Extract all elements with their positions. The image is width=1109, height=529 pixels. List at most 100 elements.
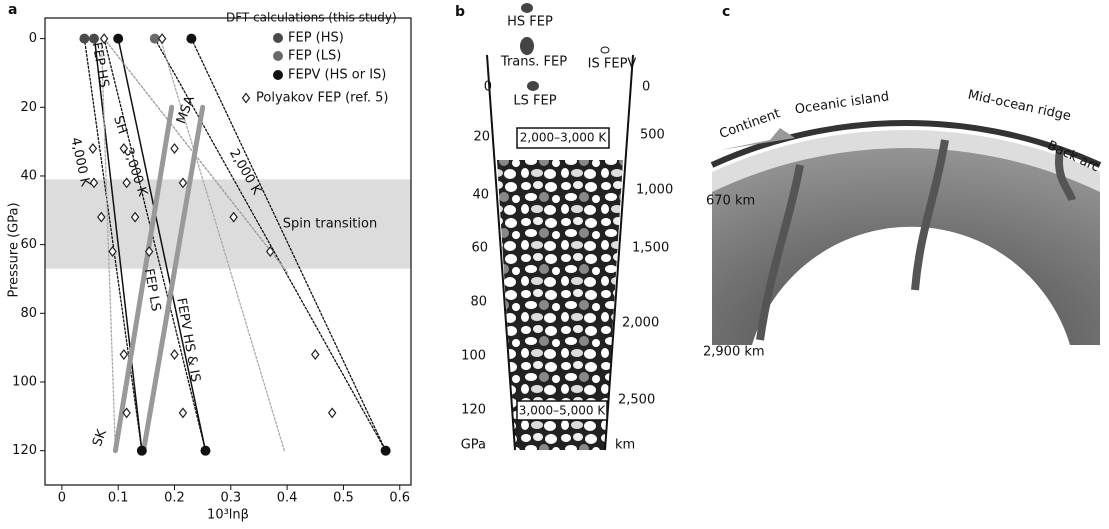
pressure-label: 40 <box>472 188 489 203</box>
particle-label: IS FEPV <box>588 57 637 72</box>
depth-label: 0 <box>642 80 650 95</box>
diamond-marker <box>170 349 179 360</box>
trend-line <box>154 37 387 452</box>
circle-marker <box>88 33 99 44</box>
line-label: FEP HS <box>89 41 112 89</box>
diamond-marker <box>241 92 251 104</box>
legend-entry: FEPV (HS or IS) <box>288 68 386 83</box>
trend-line <box>93 37 143 452</box>
x-tick-label: 0.4 <box>277 491 298 506</box>
y-tick-label: 40 <box>20 168 37 183</box>
circle-marker <box>149 33 160 44</box>
depth-label: 2,000 <box>622 316 659 331</box>
circle-marker <box>136 445 147 456</box>
circle-marker <box>200 445 211 456</box>
diamond-marker <box>178 407 188 419</box>
trend-line <box>190 37 387 452</box>
panel-a: Spin transition 0 0.1 0.2 0.3 0.4 0.5 0.6 0 20 40 6… <box>7 2 412 523</box>
temp-box <box>516 127 610 149</box>
diamond-marker <box>229 211 238 223</box>
particle-label: LS FEP <box>513 94 556 109</box>
depth-label: 2,900 km <box>703 345 765 360</box>
y-tick-label: 120 <box>12 443 37 458</box>
particle-label: Trans. FEP <box>500 55 567 70</box>
diamond-marker <box>97 211 106 223</box>
feature-label: Continent <box>717 106 782 142</box>
upper-mantle <box>712 129 1100 192</box>
depth-label: km <box>615 438 635 453</box>
diamond-marker <box>144 246 154 257</box>
legend-entry: Polyakov FEP (ref. 5) <box>256 91 388 106</box>
funnel-wall <box>486 54 516 451</box>
panel-b: b HS FEP Trans. FEP IS FEPV LS FEP 2,000… <box>455 3 673 453</box>
diamond-marker <box>130 211 140 223</box>
diamond-marker <box>157 33 167 45</box>
diamond-marker <box>119 143 129 154</box>
circle-marker <box>273 51 283 61</box>
x-tick-label: 0.1 <box>108 491 129 506</box>
feature-label: Mid-ocean ridge <box>966 88 1072 124</box>
depth-label: 1,500 <box>632 241 669 256</box>
trend-line <box>159 37 285 452</box>
circle-marker <box>79 33 90 44</box>
x-tick-label: 0.6 <box>389 491 410 506</box>
line-label: SH <box>110 114 130 136</box>
x-axis-label: 10³lnβ <box>207 508 249 523</box>
diamond-marker <box>99 33 109 45</box>
depth-label: 500 <box>640 128 665 143</box>
plot: Spin transition 0 0.1 0.2 0.3 0.4 0.5 0.6 0 20 40 6… <box>12 17 412 506</box>
pressure-label: 20 <box>473 130 490 145</box>
circle-marker <box>273 70 283 80</box>
legend-title: DFT calculations (this study) <box>226 11 397 25</box>
y-tick-label: 60 <box>20 237 37 252</box>
y-tick-label: 20 <box>20 100 37 115</box>
feature-label: Oceanic island <box>794 89 890 117</box>
diamond-marker <box>265 246 275 257</box>
diamond-marker <box>170 143 179 154</box>
diamond-marker <box>311 349 320 360</box>
pressure-label: 60 <box>471 241 488 256</box>
x-tick-label: 0.2 <box>164 491 185 506</box>
axes-frame <box>44 17 412 486</box>
mantle <box>712 132 1100 345</box>
continent <box>720 128 795 150</box>
panel-label: a <box>8 2 17 18</box>
diamond-marker <box>327 407 337 419</box>
trend-line <box>83 37 143 452</box>
y-tick-label: 0 <box>29 31 37 46</box>
depth-label: 1,000 <box>636 183 673 198</box>
pressure-label: 120 <box>461 403 486 418</box>
pressure-label: 100 <box>461 349 486 364</box>
temp-label: 2,000–3,000 K <box>520 131 608 145</box>
band-label: Spin transition <box>283 217 377 232</box>
circle-marker <box>380 445 391 456</box>
particle <box>520 37 534 55</box>
legend-entry: FEP (LS) <box>288 49 341 64</box>
pressure-label: 0 <box>484 80 492 95</box>
panel-label: c <box>722 4 730 20</box>
x-tick-label: 0 <box>58 491 66 506</box>
legend-entry: FEP (HS) <box>288 31 344 46</box>
line-label: SK <box>90 427 110 448</box>
temp-box <box>516 400 608 421</box>
panel-label: b <box>455 4 465 20</box>
trend-line <box>103 37 207 452</box>
plume <box>756 139 1076 341</box>
diamond-marker <box>122 407 131 419</box>
circle-marker <box>113 33 124 44</box>
particle <box>521 3 533 13</box>
crust <box>710 120 1102 168</box>
y-tick-label: 100 <box>12 374 37 389</box>
line-label: FEP LS <box>141 267 163 312</box>
particle <box>527 81 539 91</box>
diamond-marker <box>108 246 117 257</box>
trend-line <box>117 37 207 452</box>
diamond-marker <box>89 177 99 189</box>
trend-line <box>141 104 206 454</box>
circle-marker <box>273 33 283 43</box>
diamond-marker <box>122 177 131 189</box>
circle-marker <box>186 33 197 44</box>
panel-c: c Continent Oceanic island Mid-ocean rid… <box>703 4 1102 360</box>
funnel-wall <box>604 54 634 451</box>
